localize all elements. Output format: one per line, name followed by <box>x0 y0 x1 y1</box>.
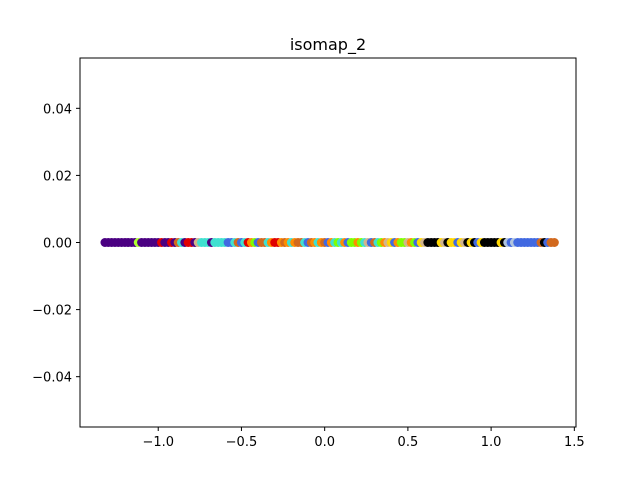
y-tick-label: −0.02 <box>32 304 72 319</box>
y-tick-label: −0.04 <box>32 371 72 386</box>
points-layer <box>100 238 559 247</box>
x-tick-label: −0.5 <box>226 435 258 450</box>
y-tick-label: 0.00 <box>43 237 72 252</box>
scatter-point <box>549 238 559 247</box>
y-axis: −0.04 −0.02 0.00 0.02 0.04 <box>32 102 80 386</box>
x-tick-label: 1.0 <box>481 435 502 450</box>
x-tick-label: 0.5 <box>398 435 419 450</box>
x-tick-label: −1.0 <box>142 435 174 450</box>
x-tick-label: 1.5 <box>564 435 585 450</box>
y-tick-label: 0.02 <box>43 169 72 184</box>
x-tick-label: 0.0 <box>314 435 335 450</box>
chart-title: isomap_2 <box>290 35 366 55</box>
y-tick-label: 0.04 <box>43 102 72 117</box>
x-axis: −1.0 −0.5 0.0 0.5 1.0 1.5 <box>142 427 585 450</box>
